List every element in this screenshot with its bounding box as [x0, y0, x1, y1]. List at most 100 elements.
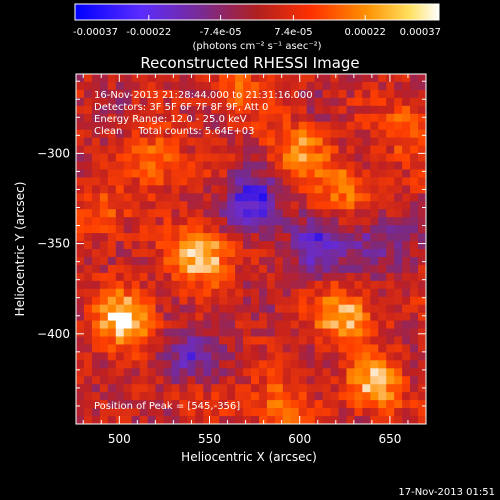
heatmap-cell: [123, 272, 133, 282]
heatmap-cell: [274, 416, 284, 424]
heatmap-cell: [139, 376, 149, 385]
heatmap-cell: [187, 384, 196, 393]
heatmap-cell: [402, 97, 411, 107]
heatmap-cell: [298, 360, 308, 369]
heatmap-cell: [171, 153, 180, 162]
heatmap-cell: [394, 177, 403, 186]
heatmap-cell: [354, 74, 363, 83]
heatmap-cell: [171, 97, 180, 107]
heatmap-cell: [107, 153, 117, 162]
heatmap-cell: [99, 280, 109, 290]
heatmap-cell: [131, 105, 141, 115]
heatmap-cell: [258, 336, 268, 345]
heatmap-cell: [251, 105, 260, 115]
heatmap-cell: [76, 384, 85, 393]
heatmap-cell: [187, 408, 196, 417]
heatmap-cell: [235, 320, 244, 330]
heatmap-cell: [258, 328, 268, 337]
heatmap-cell: [314, 320, 324, 330]
heatmap-cell: [123, 161, 133, 170]
heatmap-cell: [203, 320, 212, 330]
heatmap-cell: [258, 304, 268, 314]
heatmap-cell: [354, 320, 363, 330]
heatmap-cell: [266, 169, 276, 178]
heatmap-cell: [123, 121, 133, 131]
heatmap-cell: [179, 225, 188, 234]
heatmap-cell: [282, 233, 292, 242]
heatmap-cell: [83, 185, 93, 194]
heatmap-cell: [346, 137, 355, 147]
heatmap-cell: [354, 193, 363, 202]
heatmap-cell: [394, 113, 403, 123]
heatmap-cell: [76, 137, 85, 147]
heatmap-cell: [338, 169, 347, 178]
heatmap-cell: [378, 249, 387, 258]
heatmap-cell: [83, 352, 93, 361]
heatmap-cell: [147, 185, 157, 194]
heatmap-cell: [290, 328, 300, 337]
heatmap-cell: [76, 161, 85, 170]
heatmap-cell: [147, 296, 157, 306]
heatmap-cell: [290, 392, 300, 401]
heatmap-cell: [91, 105, 101, 115]
heatmap-cell: [99, 105, 109, 115]
heatmap-cell: [219, 233, 228, 242]
heatmap-cell: [235, 328, 244, 337]
heatmap-cell: [346, 368, 355, 377]
heatmap-cell: [115, 169, 125, 178]
heatmap-cell: [123, 145, 133, 155]
heatmap-cell: [402, 352, 411, 361]
heatmap-cell: [338, 256, 347, 266]
heatmap-cell: [243, 304, 252, 314]
heatmap-cell: [147, 360, 157, 369]
colorbar-tick-label: -0.00037: [73, 27, 118, 38]
heatmap-cell: [211, 280, 220, 290]
heatmap-cell: [418, 241, 426, 250]
heatmap-cell: [139, 153, 149, 162]
heatmap-cell: [107, 161, 117, 170]
heatmap-cell: [203, 249, 212, 258]
heatmap-cell: [298, 288, 308, 298]
heatmap-cell: [76, 368, 85, 377]
heatmap-cell: [243, 249, 252, 258]
heatmap-cell: [298, 384, 308, 393]
heatmap-cell: [282, 129, 292, 139]
heatmap-cell: [322, 177, 332, 186]
heatmap-cell: [235, 233, 244, 242]
heatmap-cell: [107, 280, 117, 290]
heatmap-cell: [155, 360, 164, 369]
heatmap-cell: [282, 296, 292, 306]
heatmap-cell: [147, 209, 157, 218]
heatmap-cell: [370, 105, 379, 115]
heatmap-cell: [91, 264, 101, 274]
heatmap-cell: [83, 344, 93, 353]
heatmap-cell: [290, 320, 300, 330]
heatmap-cell: [266, 376, 276, 385]
heatmap-cell: [282, 153, 292, 162]
heatmap-cell: [282, 376, 292, 385]
heatmap-cell: [227, 209, 236, 218]
heatmap-cell: [258, 177, 268, 186]
heatmap-cell: [354, 408, 363, 417]
heatmap-cell: [219, 280, 228, 290]
heatmap-cell: [330, 296, 339, 306]
heatmap-cell: [203, 344, 212, 353]
heatmap-cell: [322, 368, 332, 377]
heatmap-cell: [179, 288, 188, 298]
heatmap-cell: [211, 81, 220, 91]
colorbar-tick-label: -0.00022: [126, 27, 171, 38]
heatmap-cell: [163, 416, 172, 424]
heatmap-cell: [243, 264, 252, 274]
heatmap-cell: [386, 233, 395, 242]
heatmap-cell: [171, 360, 180, 369]
heatmap-cell: [354, 185, 363, 194]
heatmap-cell: [410, 113, 419, 123]
heatmap-cell: [91, 312, 101, 322]
heatmap-cell: [282, 392, 292, 401]
heatmap-cell: [155, 137, 164, 147]
heatmap-cell: [354, 280, 363, 290]
heatmap-cell: [147, 169, 157, 178]
heatmap-cell: [386, 89, 395, 99]
heatmap-cell: [91, 233, 101, 242]
heatmap-cell: [235, 121, 244, 131]
